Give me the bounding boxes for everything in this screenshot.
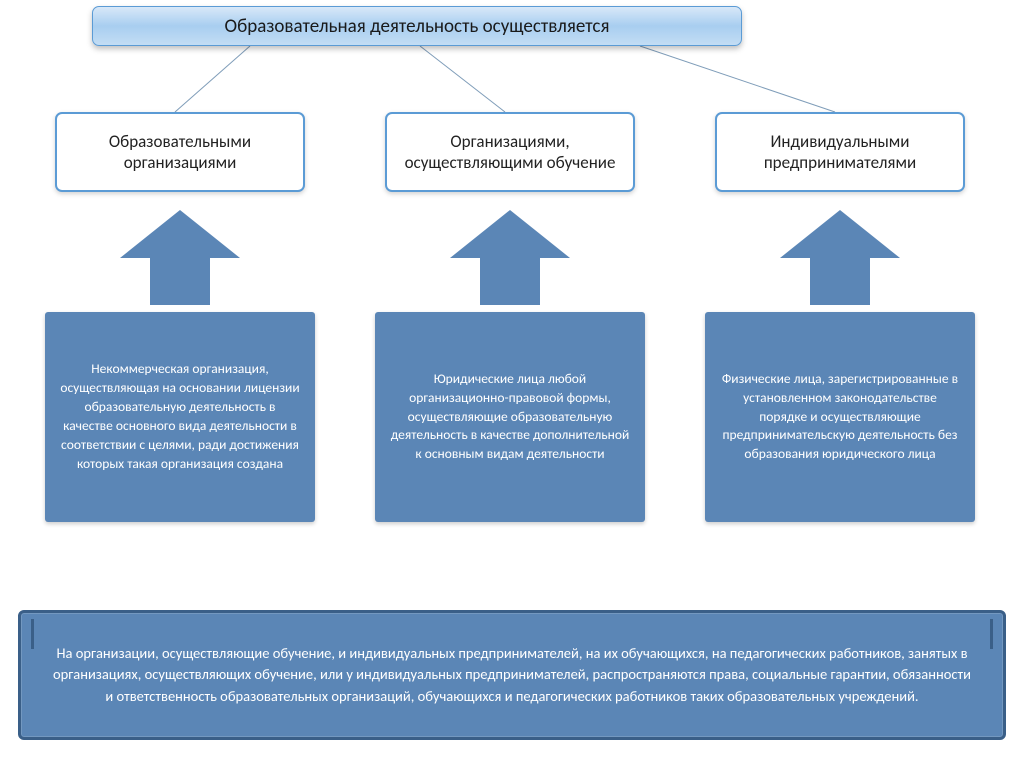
- sub-box-label: Образовательными организациями: [67, 131, 293, 174]
- header-title-text: Образовательная деятельность осуществляе…: [225, 15, 610, 38]
- header-title: Образовательная деятельность осуществляе…: [92, 6, 742, 46]
- desc-box-entrepreneurs: Физические лица, зарегистрированные в ус…: [705, 312, 975, 522]
- sub-box-educational-orgs: Образовательными организациями: [55, 112, 305, 192]
- desc-box-training-orgs: Юридические лица любой организационно-пр…: [375, 312, 645, 522]
- desc-box-educational-orgs: Некоммерческая организация, осуществляющ…: [45, 312, 315, 522]
- sub-box-training-orgs: Организациями, осуществляющими обучение: [385, 112, 635, 192]
- sub-box-label: Индивидуальными предпринимателями: [727, 131, 953, 174]
- arrow-up-icon: [780, 210, 900, 305]
- desc-text: Физические лица, зарегистрированные в ус…: [719, 370, 961, 464]
- sub-box-label: Организациями, осуществляющими обучение: [397, 131, 623, 174]
- sub-box-entrepreneurs: Индивидуальными предпринимателями: [715, 112, 965, 192]
- desc-text: Некоммерческая организация, осуществляющ…: [59, 360, 301, 473]
- bottom-banner-text: На организации, осуществляющие обучение,…: [49, 623, 975, 727]
- arrow-up-icon: [120, 210, 240, 305]
- arrow-up-icon: [450, 210, 570, 305]
- bottom-banner: На организации, осуществляющие обучение,…: [18, 610, 1006, 740]
- desc-text: Юридические лица любой организационно-пр…: [389, 370, 631, 464]
